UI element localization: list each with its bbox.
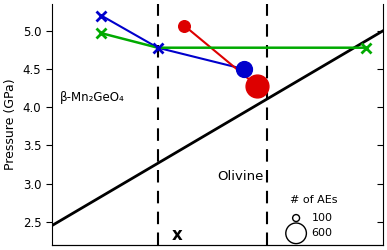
Text: x: x xyxy=(172,226,183,244)
Point xyxy=(254,84,260,88)
Text: 600: 600 xyxy=(312,228,333,238)
Text: β-Mn₂GeO₄: β-Mn₂GeO₄ xyxy=(60,91,125,104)
Y-axis label: Pressure (GPa): Pressure (GPa) xyxy=(4,79,17,170)
Point xyxy=(293,231,299,235)
Text: # of AEs: # of AEs xyxy=(290,195,337,205)
Text: 100: 100 xyxy=(312,213,333,223)
Point xyxy=(293,216,299,220)
Point xyxy=(181,24,187,28)
Point xyxy=(241,67,247,71)
Text: Olivine: Olivine xyxy=(217,170,264,182)
